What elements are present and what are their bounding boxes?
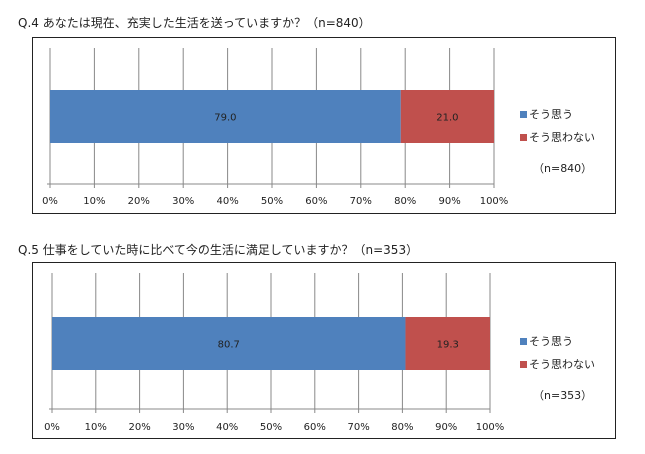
tick-label: 100%	[480, 196, 509, 207]
tick-label: 10%	[85, 422, 107, 433]
chart-1: 0% 10% 20% 30% 40% 50% 60% 70% 80% 90% 100% 79.0 そう思…	[32, 37, 616, 214]
legend-swatch	[520, 338, 527, 345]
legend-label: そう思う	[529, 335, 573, 348]
tick-label: 0%	[44, 422, 60, 433]
chart-2-svg: 0% 10% 20% 30% 40% 50% 60% 70% 80% 90% 100% 80.7 そう思…	[44, 273, 595, 433]
chart-1-svg: 0% 10% 20% 30% 40% 50% 60% 70% 80% 90% 100% 79.0 そう思…	[42, 48, 595, 207]
tick-label: 90%	[438, 196, 460, 207]
legend-label: そう思わない	[529, 131, 595, 144]
data-label: 79.0	[214, 113, 236, 124]
tick-label: 60%	[304, 422, 326, 433]
tick-label: 70%	[347, 422, 369, 433]
tick-label: 40%	[216, 422, 238, 433]
legend-swatch	[520, 111, 527, 118]
data-label: 19.3	[437, 340, 459, 351]
tick-label: 30%	[172, 196, 194, 207]
chart-2: 0% 10% 20% 30% 40% 50% 60% 70% 80% 90% 100% 80.7 そう思…	[32, 262, 616, 439]
legend-swatch	[520, 361, 527, 368]
legend-swatch	[520, 134, 527, 141]
tick-label: 60%	[305, 196, 327, 207]
chart-2-title: Q.5 仕事をしていた時に比べて今の生活に満足していますか？（n=353）	[18, 243, 419, 257]
tick-label: 0%	[42, 196, 58, 207]
tick-label: 10%	[83, 196, 105, 207]
bar-segment	[52, 317, 406, 370]
tick-label: 20%	[128, 196, 150, 207]
legend-label: そう思わない	[529, 358, 595, 371]
tick-label: 80%	[391, 422, 413, 433]
data-label: 80.7	[218, 340, 240, 351]
sample-size-note: （n=840）	[533, 162, 592, 175]
tick-label: 20%	[128, 422, 150, 433]
tick-label: 30%	[172, 422, 194, 433]
bar-segment	[405, 317, 490, 370]
bar-segment	[400, 90, 494, 143]
tick-label: 90%	[435, 422, 457, 433]
bar-segment	[50, 90, 401, 143]
tick-label: 40%	[216, 196, 238, 207]
tick-label: 80%	[394, 196, 416, 207]
tick-label: 70%	[350, 196, 372, 207]
tick-label: 50%	[260, 422, 282, 433]
sample-size-note: （n=353）	[533, 389, 592, 402]
data-label: 21.0	[436, 113, 458, 124]
chart-1-title: Q.4 あなたは現在、充実した生活を送っていますか？（n=840）	[18, 16, 371, 30]
tick-label: 50%	[261, 196, 283, 207]
legend-label: そう思う	[529, 108, 573, 121]
tick-label: 100%	[476, 422, 505, 433]
